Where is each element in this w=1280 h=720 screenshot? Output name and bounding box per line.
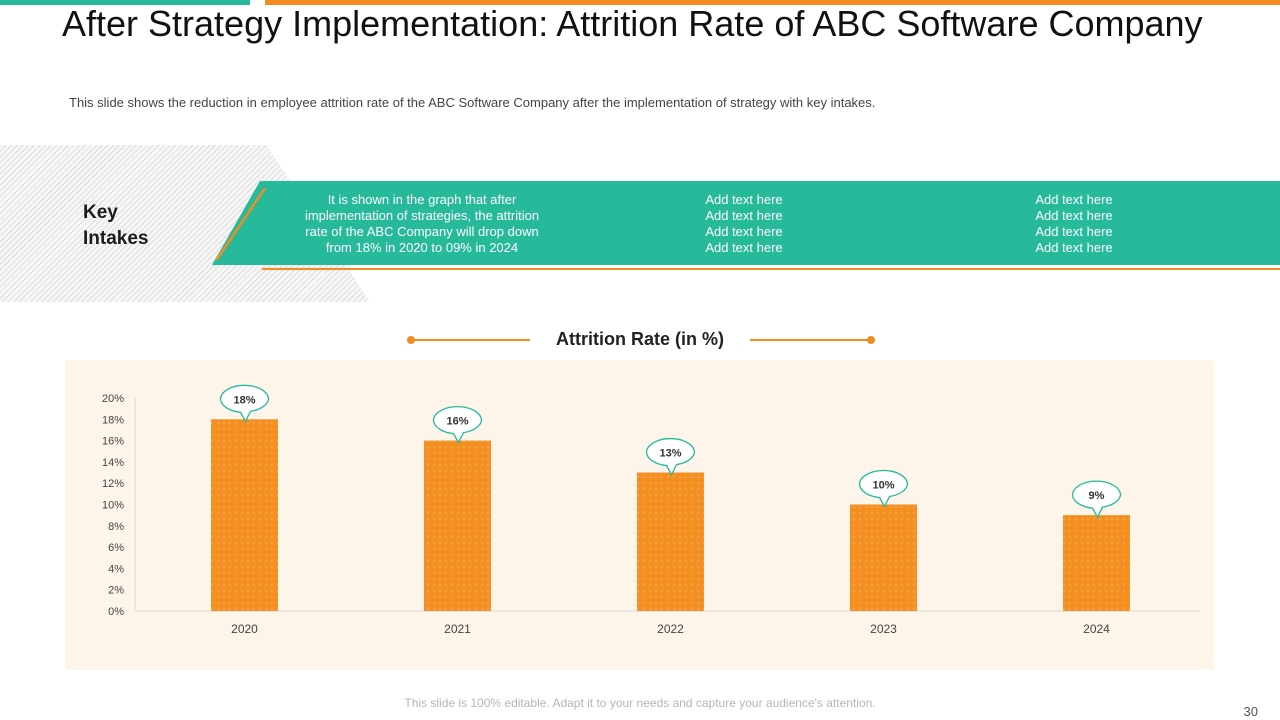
intake-1-line: implementation of strategies, the attrit… [304, 208, 540, 223]
x-tick-label: 2020 [231, 622, 258, 636]
y-tick-label: 4% [108, 563, 124, 575]
y-tick-label: 16% [102, 436, 124, 448]
top-accent-teal [0, 0, 250, 5]
data-label: 9% [1089, 490, 1105, 502]
orange-underline [262, 268, 1280, 270]
intake-1-line: from 18% in 2020 to 09% in 2024 [325, 240, 519, 255]
callout-bubble [645, 437, 696, 476]
y-tick-label: 10% [102, 500, 124, 512]
attrition-bar-chart: 0% 2% 4% 6% 8% 10% 12% 14% 16% 18% 20% 2020 18% 2021… [102, 384, 1200, 636]
chart-title-block: Attrition Rate (in %) [400, 326, 880, 354]
footer-note: This slide is 100% editable. Adapt it to… [404, 696, 876, 710]
data-label-callout: 16% [432, 405, 483, 444]
data-label-callout: 13% [645, 437, 696, 476]
intake-column-3: Add text here Add text here Add text her… [990, 192, 1158, 256]
y-tick-label: 0% [108, 606, 124, 618]
key-intakes-label: Key Intakes [83, 200, 203, 252]
key-intakes-label-line2: Intakes [83, 228, 149, 249]
y-tick-label: 20% [102, 393, 124, 405]
callout-bubble [219, 384, 270, 423]
y-tick-label: 14% [102, 457, 124, 469]
chart-title-text: Attrition Rate (in %) [542, 329, 738, 349]
chart-title-line-left [412, 339, 530, 341]
x-tick-label: 2023 [870, 622, 897, 636]
bar-texture [850, 504, 917, 611]
chart-title-dot-left [407, 336, 415, 344]
chart-title-dot-right [867, 336, 875, 344]
intake-1-line: It is shown in the graph that after [327, 192, 517, 207]
intake-2-line: Add text here [705, 208, 783, 223]
intake-column-2: Add text here Add text here Add text her… [660, 192, 828, 256]
bar-texture [424, 440, 491, 611]
x-tick-label: 2021 [444, 622, 471, 636]
intake-3-line: Add text here [1035, 208, 1113, 223]
data-label: 16% [446, 416, 468, 428]
y-tick-label: 18% [102, 414, 124, 426]
key-intakes-band [212, 181, 1280, 265]
data-label-callout: 10% [858, 469, 909, 508]
y-tick-label: 2% [108, 585, 124, 597]
intake-3-line: Add text here [1035, 192, 1113, 207]
intake-3-line: Add text here [1035, 240, 1113, 255]
intake-3-line: Add text here [1035, 224, 1113, 239]
y-tick-label: 6% [108, 542, 124, 554]
x-tick-label: 2022 [657, 622, 684, 636]
key-intakes-label-line1: Key [83, 202, 118, 223]
chart-title-line-right [750, 339, 870, 341]
top-accent-orange [265, 0, 1280, 5]
intake-1-line: rate of the ABC Company will drop down [305, 224, 539, 239]
callout-bubble [858, 469, 909, 508]
data-label: 13% [659, 448, 681, 460]
bar-texture [211, 419, 278, 611]
slide-subtitle: This slide shows the reduction in employ… [69, 95, 876, 110]
data-label: 18% [233, 394, 255, 406]
intake-2-line: Add text here [705, 240, 783, 255]
intake-2-line: Add text here [705, 192, 783, 207]
callout-bubble [1071, 480, 1122, 519]
slide-title: After Strategy Implementation: Attrition… [62, 3, 1203, 44]
y-tick-label: 12% [102, 478, 124, 490]
y-tick-label: 8% [108, 521, 124, 533]
bar-texture [1063, 515, 1130, 611]
callout-bubble [432, 405, 483, 444]
data-label: 10% [872, 480, 894, 492]
x-tick-label: 2024 [1083, 622, 1110, 636]
data-label-callout: 9% [1071, 480, 1122, 519]
chart-title: Attrition Rate (in %) [400, 329, 880, 350]
intake-column-1: It is shown in the graph that after impl… [282, 192, 562, 256]
data-label-callout: 18% [219, 384, 270, 423]
intake-2-line: Add text here [705, 224, 783, 239]
page-number: 30 [1243, 704, 1258, 719]
bar-texture [637, 472, 704, 611]
